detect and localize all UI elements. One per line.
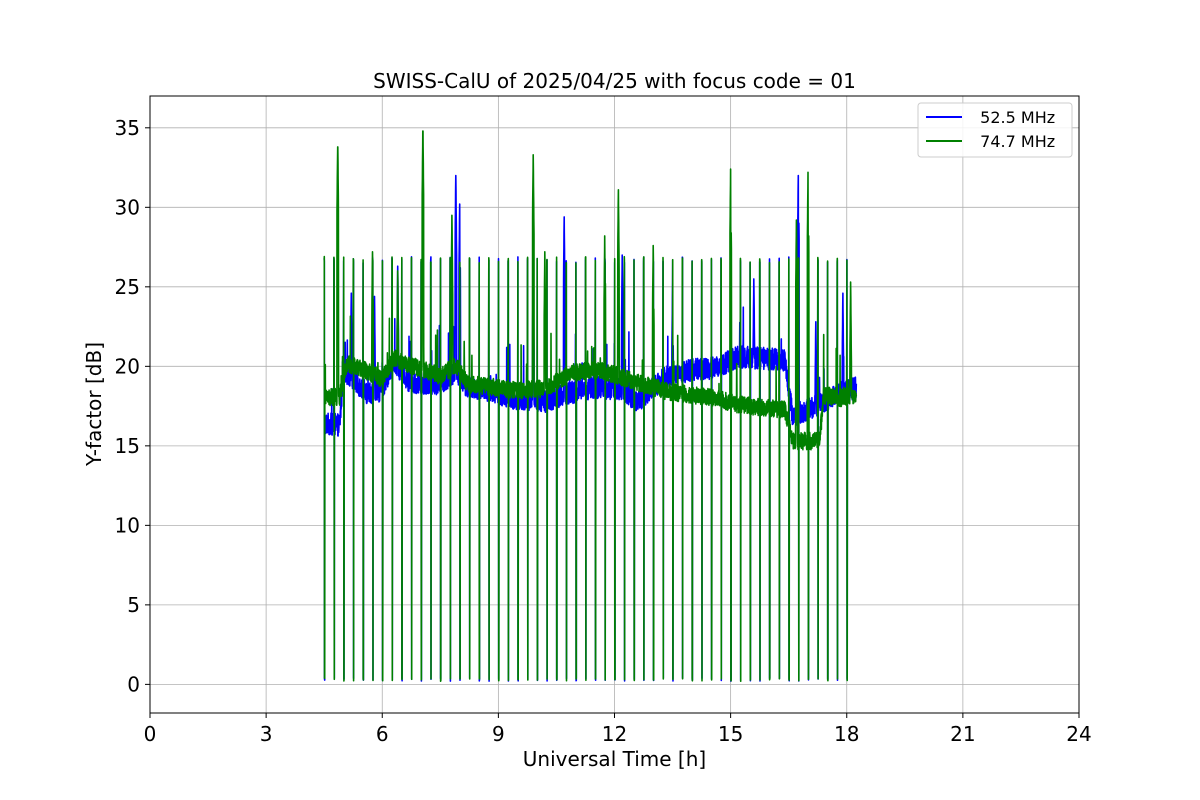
y-tick-label: 20 (115, 354, 140, 378)
legend-label-74-7: 74.7 MHz (970, 132, 1055, 151)
x-axis-title: Universal Time [h] (523, 747, 706, 771)
y-tick-label: 25 (115, 275, 140, 299)
series-lines (323, 130, 858, 683)
x-tick-label: 18 (834, 722, 859, 746)
y-tick-label: 5 (127, 593, 140, 617)
series-line-52-5 (323, 174, 858, 683)
x-tick-label: 6 (376, 722, 389, 746)
x-tick-label: 21 (950, 722, 975, 746)
x-tick-label: 3 (260, 722, 273, 746)
x-tick-label: 15 (718, 722, 743, 746)
ticks: 0 3 6 9 12 15 18 21 24 0 5 10 15 20 25 30 35 (115, 116, 1092, 746)
legend: 52.5 MHz 74.7 MHz (917, 102, 1073, 158)
y-tick-label: 10 (115, 513, 140, 537)
legend-label-52-5: 52.5 MHz (970, 108, 1055, 127)
y-tick-label: 0 (127, 672, 140, 696)
y-tick-label: 35 (115, 116, 140, 140)
y-axis-title: Y-factor [dB] (82, 342, 106, 467)
y-tick-label: 15 (115, 434, 140, 458)
x-tick-label: 9 (492, 722, 505, 746)
x-tick-label: 0 (144, 722, 157, 746)
x-tick-label: 12 (602, 722, 627, 746)
x-tick-label: 24 (1066, 722, 1091, 746)
series-line-74-7 (323, 130, 858, 683)
chart-title: SWISS-CalU of 2025/04/25 with focus code… (373, 69, 856, 93)
y-tick-label: 30 (115, 195, 140, 219)
